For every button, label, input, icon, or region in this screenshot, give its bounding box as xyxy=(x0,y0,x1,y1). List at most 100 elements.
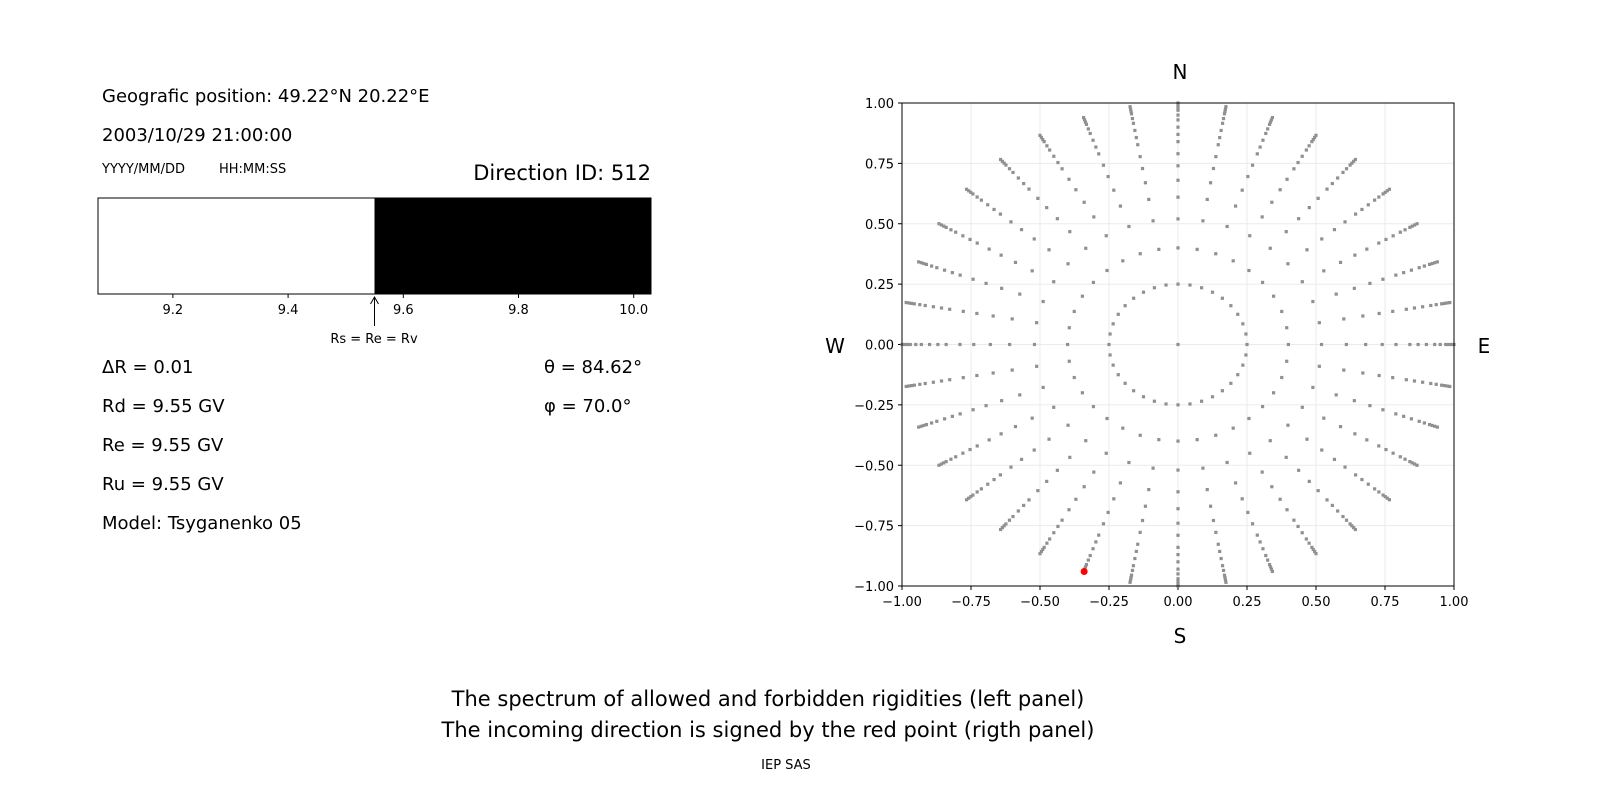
direction-point xyxy=(984,281,988,285)
direction-point xyxy=(1434,303,1438,307)
direction-point xyxy=(1133,556,1137,561)
direction-point xyxy=(1385,189,1389,193)
direction-point xyxy=(1151,466,1155,470)
direction-point xyxy=(1311,137,1315,142)
direction-point xyxy=(1176,217,1180,221)
direction-point xyxy=(1408,460,1412,464)
direction-point xyxy=(1415,463,1419,467)
direction-point xyxy=(907,384,911,388)
direction-point xyxy=(1332,457,1337,461)
direction-point xyxy=(1176,118,1180,122)
direction-point xyxy=(1368,281,1372,285)
y-tick-label: 0.50 xyxy=(865,218,894,233)
direction-point xyxy=(1266,127,1270,131)
south-label: S xyxy=(1174,624,1187,648)
direction-point xyxy=(1067,326,1071,330)
spectrum-segment xyxy=(98,198,375,294)
direction-point xyxy=(1342,317,1346,321)
x-tick-label: −1.00 xyxy=(882,595,922,610)
direction-point xyxy=(1352,286,1356,290)
direction-point xyxy=(1056,160,1060,165)
direction-point xyxy=(1218,135,1222,140)
direction-point xyxy=(1307,479,1311,483)
direction-point xyxy=(964,498,969,502)
direction-point xyxy=(1260,215,1264,219)
x-tick-label: 0.50 xyxy=(1302,595,1331,610)
direction-point xyxy=(1082,118,1087,122)
direction-point xyxy=(1214,252,1218,256)
direction-point xyxy=(1373,487,1377,491)
direction-point xyxy=(1445,384,1449,388)
direction-point xyxy=(1176,468,1180,472)
direction-point xyxy=(1373,198,1377,202)
direction-point xyxy=(1261,547,1265,551)
direction-point xyxy=(942,224,946,228)
direction-point xyxy=(958,342,962,347)
west-label: W xyxy=(825,334,845,358)
direction-point xyxy=(1387,498,1392,502)
direction-point xyxy=(998,212,1003,216)
direction-point xyxy=(1221,568,1226,573)
direction-point xyxy=(1236,373,1240,377)
direction-point xyxy=(1084,563,1089,567)
direction-point xyxy=(1338,260,1343,264)
direction-point xyxy=(1258,540,1262,544)
direction-point xyxy=(1225,460,1229,465)
direction-point xyxy=(1408,225,1412,229)
y-tick-label: 0.00 xyxy=(865,339,894,354)
direction-point xyxy=(1038,133,1042,137)
x-tick-label: 9.4 xyxy=(278,303,299,318)
direction-point xyxy=(1296,524,1300,529)
direction-point xyxy=(935,266,939,270)
direction-point xyxy=(1176,140,1180,144)
direction-point xyxy=(1067,177,1071,181)
direction-point xyxy=(1042,545,1046,549)
x-tick-label: 9.6 xyxy=(393,303,414,318)
direction-point xyxy=(924,423,929,427)
direction-point xyxy=(968,237,972,242)
direction-point xyxy=(1094,145,1098,149)
direction-point xyxy=(937,222,941,226)
direction-point xyxy=(949,228,953,232)
direction-point xyxy=(1314,133,1318,137)
direction-point xyxy=(1410,461,1414,465)
direction-point xyxy=(1343,220,1347,224)
direction-point xyxy=(919,424,923,428)
direction-point xyxy=(923,303,927,308)
direction-point xyxy=(1361,371,1365,375)
direction-point xyxy=(1084,246,1088,250)
direction-point xyxy=(1072,309,1076,314)
direction-point xyxy=(1438,342,1442,347)
east-label: E xyxy=(1478,334,1491,358)
direction-point xyxy=(968,447,972,452)
direction-point xyxy=(1258,145,1262,149)
direction-point xyxy=(979,198,983,202)
direction-point xyxy=(1430,423,1434,428)
direction-point xyxy=(971,493,975,497)
direction-point xyxy=(1377,241,1381,245)
direction-point xyxy=(1325,498,1329,502)
direction-point xyxy=(1285,326,1289,330)
direction-point xyxy=(1440,383,1444,387)
direction-point xyxy=(987,247,991,251)
direction-point xyxy=(1041,547,1045,552)
direction-point xyxy=(1269,118,1274,122)
direction-point xyxy=(1129,109,1133,114)
direction-point xyxy=(1381,493,1385,497)
direction-point xyxy=(1222,112,1227,116)
direction-point xyxy=(904,384,908,389)
direction-point xyxy=(1381,277,1385,281)
direction-point xyxy=(922,423,926,428)
direction-point xyxy=(1278,188,1282,192)
direction-point xyxy=(1307,541,1311,545)
direction-point xyxy=(1041,299,1045,304)
direction-point xyxy=(1422,264,1426,268)
direction-point xyxy=(1052,531,1056,535)
direction-point xyxy=(1285,177,1289,181)
direction-point xyxy=(1248,234,1252,238)
direction-point xyxy=(1223,107,1228,111)
direction-point xyxy=(917,425,921,429)
direction-point xyxy=(1248,451,1252,455)
direction-point xyxy=(1188,283,1192,287)
direction-point xyxy=(991,314,995,318)
